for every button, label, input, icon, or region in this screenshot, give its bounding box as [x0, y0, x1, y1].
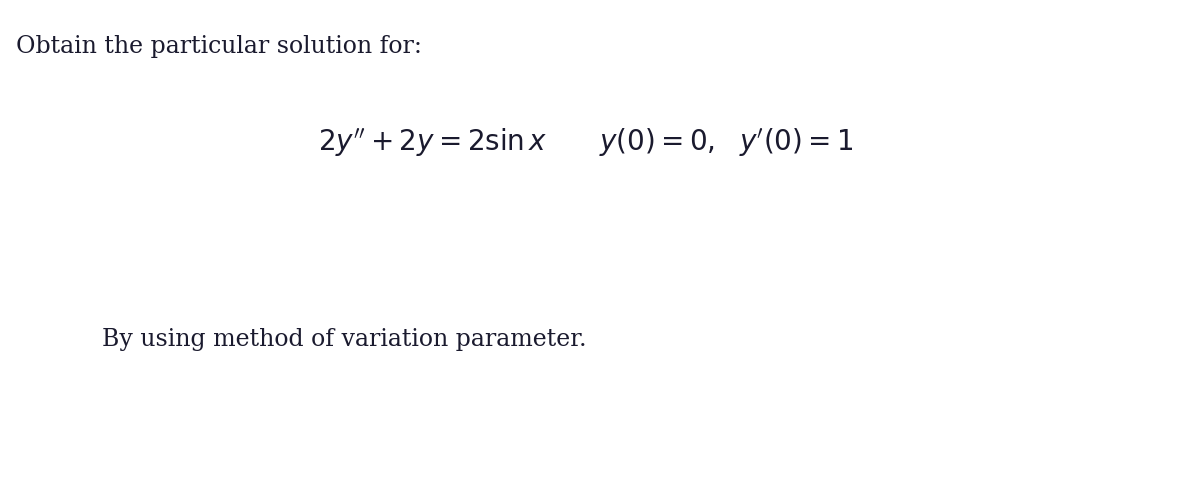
Text: $2y''+2y=2\sin x\qquad y(0)=0,\ \ y'(0)=1$: $2y''+2y=2\sin x\qquad y(0)=0,\ \ y'(0)=…	[318, 127, 853, 159]
Text: Obtain the particular solution for:: Obtain the particular solution for:	[16, 35, 421, 58]
Text: By using method of variation parameter.: By using method of variation parameter.	[102, 328, 587, 351]
